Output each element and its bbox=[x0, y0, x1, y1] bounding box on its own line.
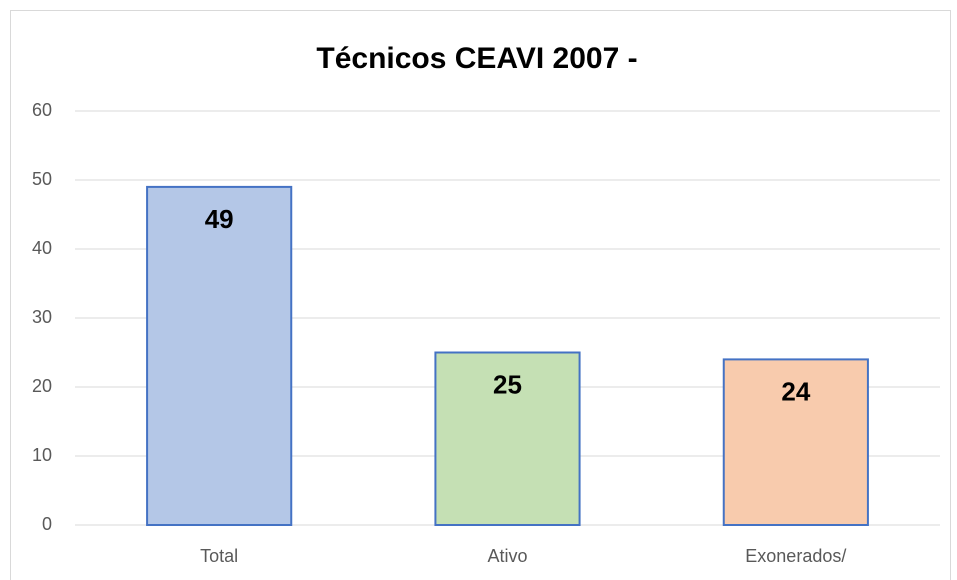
y-tick-label: 60 bbox=[32, 100, 52, 120]
chart-title: Técnicos CEAVI 2007 - bbox=[316, 42, 637, 75]
y-tick-label: 40 bbox=[32, 238, 52, 258]
data-label: 49 bbox=[205, 204, 234, 234]
bar bbox=[434, 351, 581, 526]
y-tick-label: 30 bbox=[32, 307, 52, 327]
bar bbox=[146, 185, 293, 526]
y-tick-label: 50 bbox=[32, 169, 52, 189]
y-tick-label: 0 bbox=[42, 514, 52, 534]
data-label: 25 bbox=[493, 369, 522, 399]
x-tick-label: Exonerados/ bbox=[745, 546, 846, 566]
bar bbox=[722, 358, 869, 526]
x-tick-label: Total bbox=[200, 546, 238, 566]
data-label: 24 bbox=[781, 376, 810, 406]
x-tick-label: Ativo bbox=[487, 546, 527, 566]
y-tick-label: 10 bbox=[32, 445, 52, 465]
y-tick-label: 20 bbox=[32, 376, 52, 396]
